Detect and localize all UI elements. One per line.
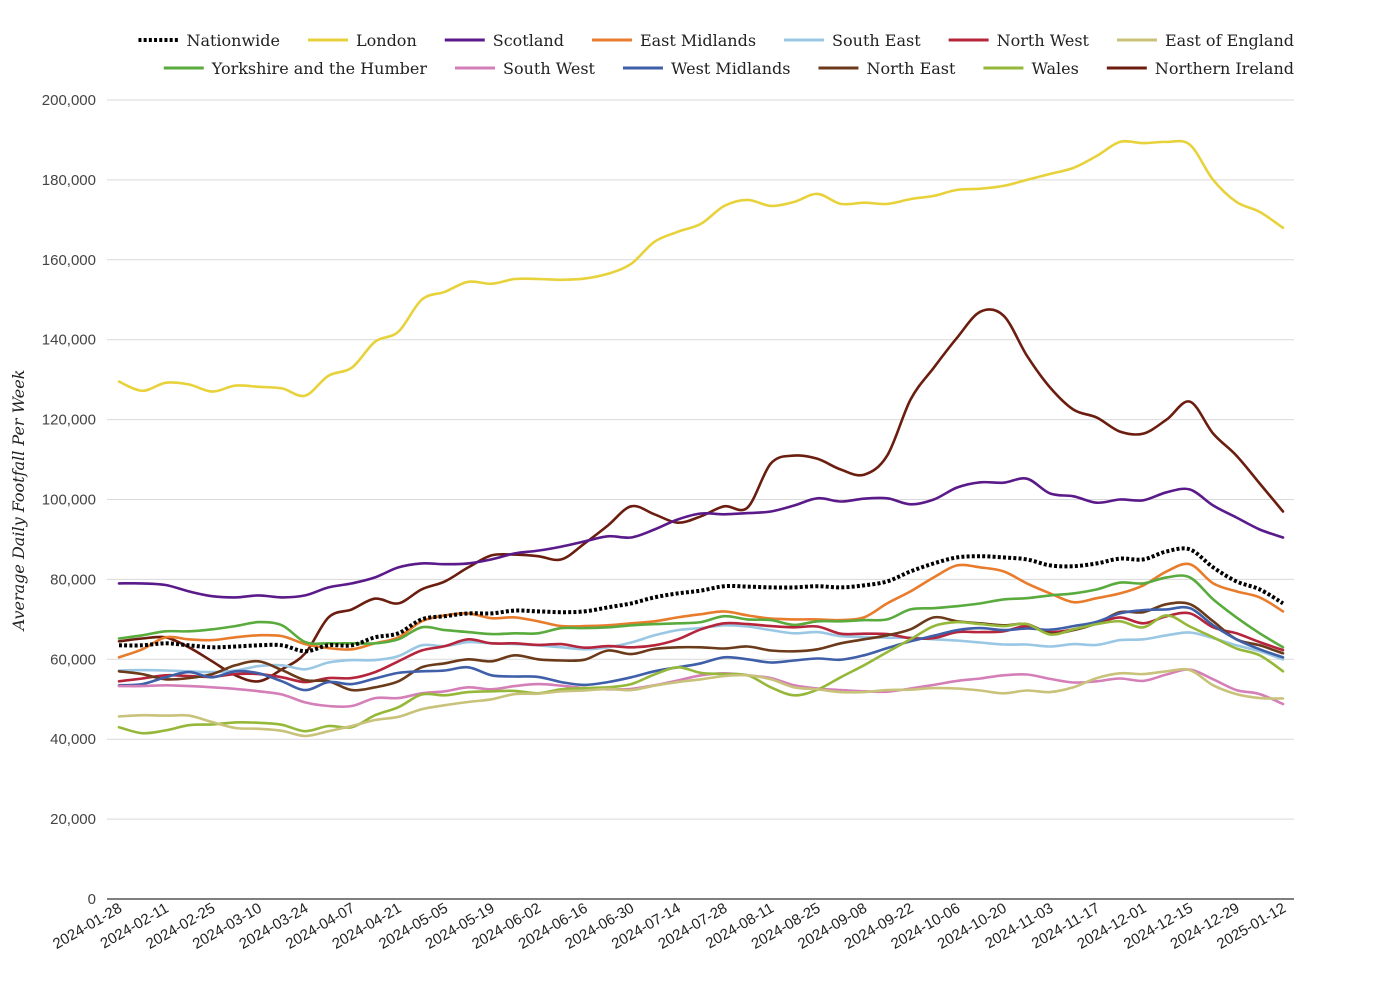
- legend-item-scotland: Scotland: [444, 31, 564, 50]
- legend-item-north-west: North West: [948, 31, 1090, 50]
- legend-label: North East: [866, 59, 956, 78]
- legend-label: South East: [832, 31, 921, 50]
- series-line-yorkshire-and-the-humber: [117, 574, 1285, 649]
- legend-label: Nationwide: [186, 31, 280, 50]
- series-line-london: [117, 139, 1285, 398]
- legend-item-london: London: [308, 31, 417, 50]
- legend-item-east-of-england: East of England: [1116, 31, 1294, 50]
- legend: Nationwide London Scotland East Midlands Sou…: [138, 31, 1294, 78]
- legend-label: East Midlands: [640, 31, 756, 50]
- legend-label: Northern Ireland: [1155, 59, 1294, 78]
- y-axis-tick-labels: 0 20,000 40,000 60,000 80,000 100,000 120,000 1…: [42, 92, 96, 908]
- series-line-nationwide: [118, 546, 1285, 654]
- series-line-east-midlands: [117, 562, 1285, 659]
- legend-item-south-east: South East: [784, 31, 921, 50]
- legend-label: South West: [503, 59, 596, 78]
- series-line-northern-ireland: [117, 308, 1285, 683]
- y-tick-label: 120,000: [42, 412, 96, 429]
- legend-label: Wales: [1031, 59, 1078, 78]
- y-tick-label: 160,000: [42, 252, 96, 269]
- y-tick-label: 180,000: [42, 172, 96, 189]
- y-tick-label: 80,000: [50, 571, 96, 588]
- x-axis-tick-labels: 2024-01-282024-02-112024-02-252024-03-10…: [50, 900, 1289, 953]
- grid-lines: [107, 99, 1294, 900]
- legend-label: East of England: [1165, 31, 1294, 50]
- legend-item-nationwide: Nationwide: [138, 31, 280, 50]
- legend-item-north-east: North East: [818, 59, 956, 78]
- legend-item-wales: Wales: [983, 59, 1079, 78]
- legend-label: Yorkshire and the Humber: [211, 59, 428, 78]
- series-lines: [117, 139, 1285, 738]
- legend-label: London: [356, 31, 417, 50]
- legend-label: Scotland: [493, 31, 564, 50]
- y-tick-label: 200,000: [42, 92, 96, 109]
- y-axis-label: Average Daily Footfall Per Week: [9, 370, 28, 633]
- y-tick-label: 60,000: [50, 651, 96, 668]
- y-tick-label: 20,000: [50, 811, 96, 828]
- series-line-scotland: [117, 477, 1285, 599]
- y-tick-label: 140,000: [42, 332, 96, 349]
- series-line-west-midlands: [117, 605, 1285, 692]
- y-tick-label: 0: [88, 891, 96, 908]
- y-tick-label: 40,000: [50, 731, 96, 748]
- legend-item-south-west: South West: [455, 59, 596, 78]
- legend-item-east-midlands: East Midlands: [591, 31, 756, 50]
- legend-item-northern-ireland: Northern Ireland: [1106, 59, 1294, 78]
- legend-label: West Midlands: [671, 59, 791, 78]
- y-tick-label: 100,000: [42, 492, 96, 509]
- series-line-east-of-england: [117, 667, 1285, 738]
- series-line-north-east: [117, 601, 1285, 692]
- legend-label: North West: [997, 31, 1090, 50]
- series-line-wales: [117, 614, 1285, 735]
- legend-item-west-midlands: West Midlands: [622, 59, 791, 78]
- legend-item-yorkshire-and-the-humber: Yorkshire and the Humber: [163, 59, 428, 78]
